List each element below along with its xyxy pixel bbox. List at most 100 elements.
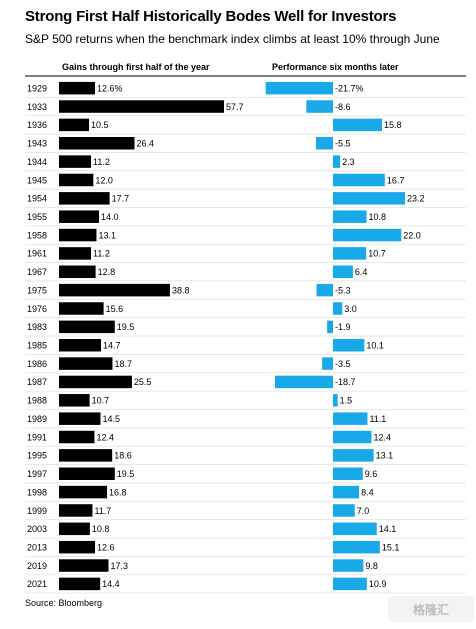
year-label: 1929 [27, 83, 47, 93]
performance-bar [333, 265, 353, 279]
gains-bar [59, 283, 170, 297]
year-label: 1958 [27, 230, 47, 240]
gains-value-label: 15.6 [106, 304, 124, 314]
gains-bar [59, 320, 115, 334]
gains-value-label: 19.5 [117, 469, 135, 479]
performance-bar [333, 412, 368, 425]
gains-value-label: 10.5 [91, 120, 109, 130]
year-label: 1967 [27, 267, 47, 277]
gains-bar [59, 302, 104, 315]
gains-value-label: 12.6 [97, 542, 115, 552]
gains-value-label: 12.4 [96, 432, 114, 442]
bar-chart: Gains through first half of the year Perf… [25, 62, 466, 594]
performance-value-label: -8.6 [335, 102, 351, 112]
performance-bar [333, 540, 380, 554]
performance-bar [333, 577, 367, 591]
gains-value-label: 14.7 [103, 341, 121, 351]
year-label: 1933 [27, 102, 47, 112]
gains-value-label: 11.2 [93, 157, 110, 167]
gains-bar [59, 338, 102, 352]
performance-bar [274, 375, 333, 389]
gains-value-label: 38.8 [172, 285, 190, 295]
performance-bar [333, 228, 402, 242]
gains-value-label: 18.6 [114, 451, 132, 461]
year-label: 1997 [27, 469, 47, 479]
performance-value-label: 10.9 [369, 579, 387, 589]
gains-value-label: 18.7 [114, 359, 132, 369]
gains-value-label: 13.1 [98, 230, 116, 240]
year-label: 1991 [27, 432, 47, 442]
performance-bar [333, 485, 360, 499]
gains-bar [59, 173, 94, 187]
year-label: 1943 [27, 139, 47, 149]
year-label: 1961 [27, 249, 47, 259]
year-label: 2003 [27, 524, 47, 534]
watermark-logo: 格隆汇 [388, 596, 474, 622]
performance-value-label: -5.5 [335, 139, 351, 149]
performance-value-label: 22.0 [403, 230, 421, 240]
gains-value-label: 17.3 [110, 561, 128, 571]
gains-bar [59, 559, 109, 572]
performance-value-label: -18.7 [335, 377, 356, 387]
gains-bar [59, 81, 96, 95]
gains-bar [59, 265, 96, 279]
left-series-header: Gains through first half of the year [62, 62, 210, 72]
performance-value-label: 6.4 [355, 267, 368, 277]
gains-value-label: 19.5 [117, 322, 135, 332]
year-label: 2019 [27, 561, 47, 571]
performance-bar [333, 504, 355, 517]
year-label: 1987 [27, 377, 47, 387]
performance-value-label: -21.7% [335, 83, 364, 93]
gains-bar [59, 118, 90, 132]
gains-bar [59, 485, 108, 499]
year-label: 1944 [27, 157, 47, 167]
gains-bar [59, 155, 92, 168]
performance-value-label: 10.7 [368, 249, 386, 259]
performance-value-label: 11.1 [369, 414, 386, 424]
performance-bar [333, 192, 405, 205]
performance-bar [333, 173, 385, 187]
performance-value-label: -1.9 [335, 322, 351, 332]
chart-title: Strong First Half Historically Bodes Wel… [25, 8, 397, 25]
gains-bar [59, 247, 92, 260]
performance-value-label: -5.3 [335, 285, 351, 295]
gains-value-label: 14.0 [101, 212, 119, 222]
year-label: 1995 [27, 451, 47, 461]
performance-bar [333, 522, 377, 536]
performance-value-label: 1.5 [340, 396, 353, 406]
year-label: 1989 [27, 414, 47, 424]
performance-bar [333, 430, 372, 444]
year-label: 1998 [27, 487, 47, 497]
gains-value-label: 10.8 [92, 524, 110, 534]
year-label: 1955 [27, 212, 47, 222]
gains-value-label: 14.5 [102, 414, 120, 424]
performance-value-label: 23.2 [407, 194, 425, 204]
performance-bar [333, 467, 363, 480]
performance-bar [316, 283, 333, 297]
gains-value-label: 11.7 [94, 506, 111, 516]
gains-bar [59, 412, 101, 425]
gains-bar [59, 210, 100, 223]
gains-value-label: 12.0 [95, 175, 113, 185]
source-note: Source: Bloomberg [25, 598, 103, 608]
performance-value-label: 10.8 [369, 212, 387, 222]
gains-bar [59, 192, 110, 205]
gains-bar [59, 228, 97, 242]
performance-bar [333, 118, 383, 132]
performance-value-label: 10.1 [366, 341, 384, 351]
performance-value-label: 9.6 [365, 469, 378, 479]
performance-bar [333, 338, 365, 352]
performance-value-label: 15.8 [384, 120, 402, 130]
gains-value-label: 14.4 [102, 579, 120, 589]
gains-value-label: 25.5 [134, 377, 152, 387]
gains-bar [59, 357, 113, 370]
performance-bar [333, 210, 367, 223]
year-label: 2013 [27, 542, 47, 552]
year-label: 1945 [27, 175, 47, 185]
performance-value-label: 8.4 [361, 487, 374, 497]
year-label: 1983 [27, 322, 47, 332]
year-label: 2021 [27, 579, 47, 589]
year-label: 1936 [27, 120, 47, 130]
gains-value-label: 12.8 [98, 267, 116, 277]
year-label: 1986 [27, 359, 47, 369]
